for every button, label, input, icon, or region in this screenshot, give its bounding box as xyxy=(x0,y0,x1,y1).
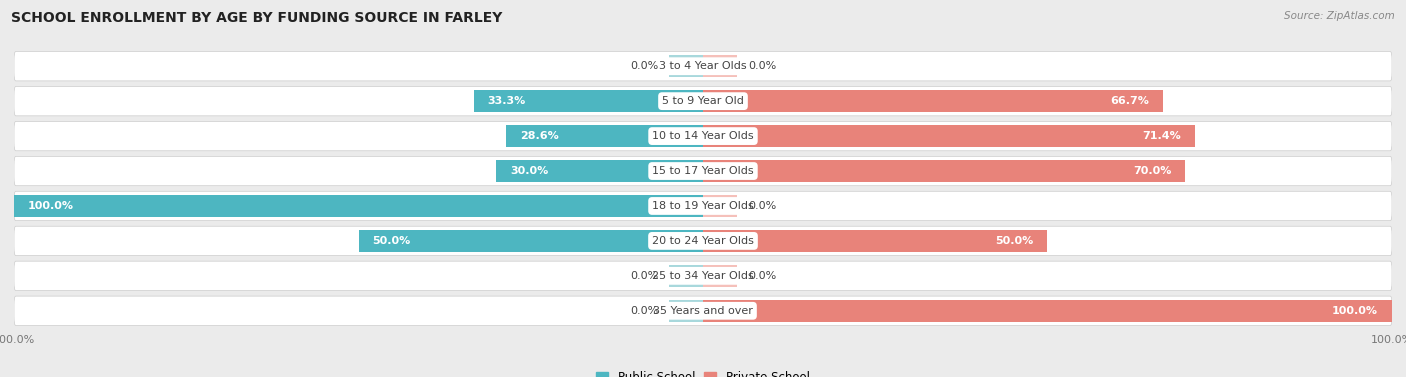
Text: 100.0%: 100.0% xyxy=(28,201,75,211)
Bar xyxy=(703,265,738,287)
FancyBboxPatch shape xyxy=(14,156,1392,186)
Text: 20 to 24 Year Olds: 20 to 24 Year Olds xyxy=(652,236,754,246)
Text: 35 Years and over: 35 Years and over xyxy=(652,306,754,316)
Text: 18 to 19 Year Olds: 18 to 19 Year Olds xyxy=(652,201,754,211)
Text: Source: ZipAtlas.com: Source: ZipAtlas.com xyxy=(1284,11,1395,21)
FancyBboxPatch shape xyxy=(14,226,1392,256)
Bar xyxy=(669,300,703,322)
Bar xyxy=(669,265,703,287)
Text: 0.0%: 0.0% xyxy=(748,271,776,281)
FancyBboxPatch shape xyxy=(14,121,1392,151)
FancyBboxPatch shape xyxy=(14,296,1392,325)
Legend: Public School, Private School: Public School, Private School xyxy=(592,366,814,377)
Text: 50.0%: 50.0% xyxy=(995,236,1033,246)
FancyBboxPatch shape xyxy=(14,191,1392,221)
Bar xyxy=(703,55,738,77)
Text: 3 to 4 Year Olds: 3 to 4 Year Olds xyxy=(659,61,747,71)
Text: 0.0%: 0.0% xyxy=(748,61,776,71)
Text: 30.0%: 30.0% xyxy=(510,166,548,176)
Text: 33.3%: 33.3% xyxy=(488,96,526,106)
Bar xyxy=(14,195,703,217)
Bar xyxy=(506,125,703,147)
Bar xyxy=(703,230,1047,252)
Bar xyxy=(703,300,1392,322)
Text: 5 to 9 Year Old: 5 to 9 Year Old xyxy=(662,96,744,106)
FancyBboxPatch shape xyxy=(14,261,1392,291)
Bar xyxy=(359,230,703,252)
FancyBboxPatch shape xyxy=(14,86,1392,116)
Bar xyxy=(474,90,703,112)
Text: 71.4%: 71.4% xyxy=(1142,131,1181,141)
Text: 70.0%: 70.0% xyxy=(1133,166,1171,176)
Text: 0.0%: 0.0% xyxy=(630,271,658,281)
Bar xyxy=(703,125,1195,147)
Text: 10 to 14 Year Olds: 10 to 14 Year Olds xyxy=(652,131,754,141)
Bar xyxy=(703,160,1185,182)
Text: 25 to 34 Year Olds: 25 to 34 Year Olds xyxy=(652,271,754,281)
Text: 0.0%: 0.0% xyxy=(630,306,658,316)
Bar xyxy=(703,90,1163,112)
Text: 28.6%: 28.6% xyxy=(520,131,558,141)
Text: 0.0%: 0.0% xyxy=(630,61,658,71)
Text: 50.0%: 50.0% xyxy=(373,236,411,246)
Text: 15 to 17 Year Olds: 15 to 17 Year Olds xyxy=(652,166,754,176)
Bar xyxy=(669,55,703,77)
Text: 66.7%: 66.7% xyxy=(1109,96,1149,106)
Bar xyxy=(496,160,703,182)
Text: 100.0%: 100.0% xyxy=(1331,306,1378,316)
FancyBboxPatch shape xyxy=(14,52,1392,81)
Text: 0.0%: 0.0% xyxy=(748,201,776,211)
Text: SCHOOL ENROLLMENT BY AGE BY FUNDING SOURCE IN FARLEY: SCHOOL ENROLLMENT BY AGE BY FUNDING SOUR… xyxy=(11,11,502,25)
Bar xyxy=(703,195,738,217)
